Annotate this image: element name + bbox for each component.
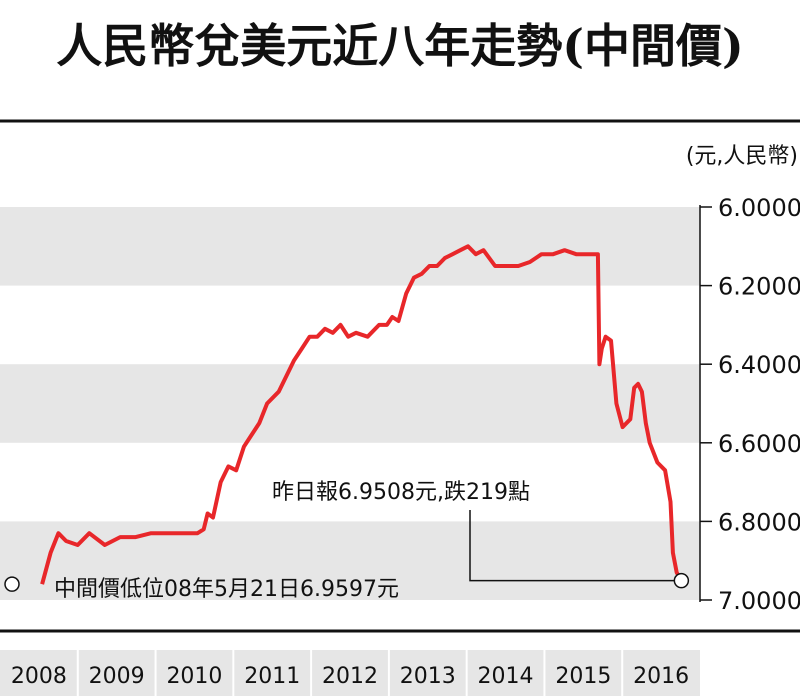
y-axis: 6.00000 6.20000 6.40000 6.60000 6.80000 7.000…: [699, 194, 800, 615]
grid-bands: [0, 207, 700, 600]
y-tick-label: 6.20000: [718, 273, 800, 301]
x-tick-label: 2012: [322, 664, 378, 689]
x-tick-label: 2015: [555, 664, 611, 689]
latest-point-marker: [673, 572, 690, 589]
x-tick-label: 2014: [478, 664, 534, 689]
x-tick-label: 2013: [400, 664, 456, 689]
latest-annotation: 昨日報6.9508元,跌219點: [272, 480, 530, 505]
low-point-marker: [4, 576, 20, 592]
low-point-annotation: 中間價低位08年5月21日6.9597元: [54, 577, 399, 602]
y-tick-label: 7.00000: [718, 587, 800, 615]
grid-band: [0, 364, 700, 443]
chart-title: 人民幣兌美元近八年走勢(中間價): [56, 19, 744, 73]
y-tick-label: 6.40000: [718, 351, 800, 379]
grid-band: [0, 207, 700, 286]
x-axis-band: [0, 650, 700, 696]
x-tick-label: 2008: [11, 664, 67, 689]
y-tick-label: 6.00000: [718, 194, 800, 222]
unit-label: (元,人民幣): [686, 144, 798, 169]
x-tick-label: 2010: [166, 664, 222, 689]
series-line: [40, 244, 684, 585]
x-axis: 2008 2009 2010 2011 2012 2013 2014 2015 2016: [0, 629, 800, 696]
x-tick-label: 2009: [89, 664, 145, 689]
grid-band: [0, 521, 700, 600]
latest-callout-line: [469, 510, 675, 582]
y-tick-label: 6.80000: [718, 508, 800, 536]
x-tick-label: 2011: [244, 664, 300, 689]
annotations: 中間價低位08年5月21日6.9597元 昨日報6.9508元,跌219點: [4, 480, 690, 602]
x-tick-label: 2016: [633, 664, 689, 689]
y-tick-label: 6.60000: [718, 430, 800, 458]
